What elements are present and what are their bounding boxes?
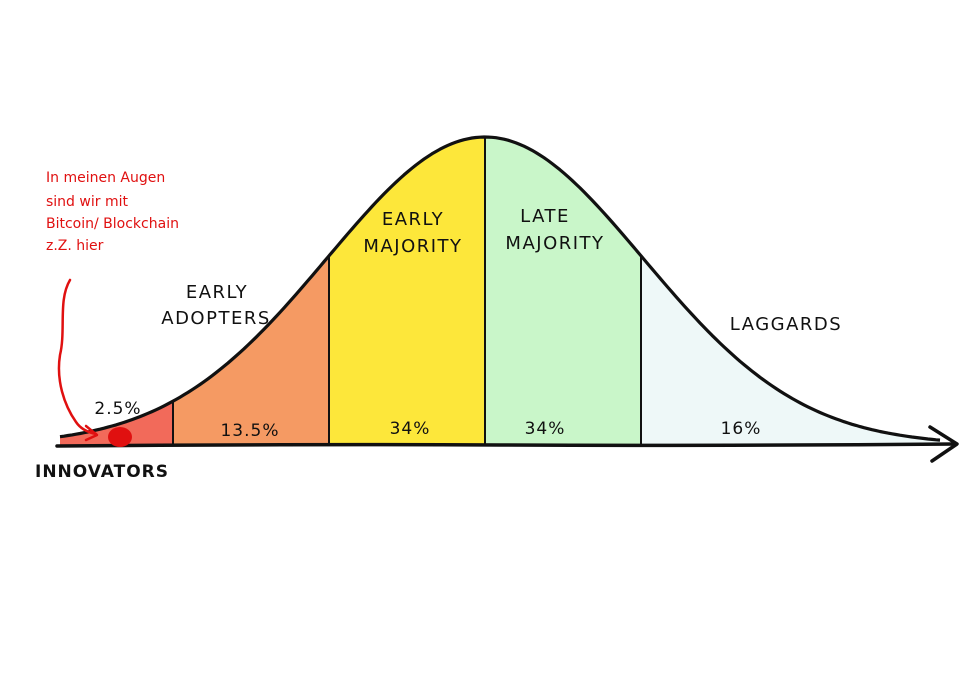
segment-label-innovators: INNOVATORS bbox=[35, 462, 169, 482]
segment-label-laggards: LAGGARDS bbox=[730, 314, 842, 335]
segment-label-early-adopters-line2: ADOPTERS bbox=[161, 308, 271, 329]
bell-curve bbox=[59, 135, 941, 442]
segment-label-early-adopters-line1: EARLY bbox=[186, 282, 248, 303]
segment-fill-laggards bbox=[641, 137, 940, 445]
segment-label-late-majority-line1: LATE bbox=[520, 206, 570, 227]
annotation-line-4: z.Z. hier bbox=[46, 238, 104, 254]
segment-label-late-majority-line2: MAJORITY bbox=[505, 233, 604, 254]
percent-label-late-majority: 34% bbox=[525, 419, 566, 439]
percent-label-innovators: 2.5% bbox=[94, 399, 141, 419]
axis-line bbox=[55, 442, 957, 448]
position-marker-dot bbox=[108, 427, 132, 447]
annotation-line-1: In meinen Augen bbox=[46, 170, 165, 186]
percent-label-early-adopters: 13.5% bbox=[220, 421, 279, 441]
annotation-line-2: sind wir mit bbox=[46, 194, 128, 210]
percent-label-laggards: 16% bbox=[721, 419, 762, 439]
segment-label-early-majority-line2: MAJORITY bbox=[363, 236, 462, 257]
percent-label-early-majority: 34% bbox=[390, 419, 431, 439]
segment-fill-early-adopters bbox=[173, 137, 329, 445]
annotation-arrowhead-icon bbox=[84, 424, 99, 442]
axis-arrow-icon bbox=[928, 425, 959, 463]
annotation-line-3: Bitcoin/ Blockchain bbox=[46, 216, 179, 232]
segment-label-early-majority-line1: EARLY bbox=[382, 209, 444, 230]
annotation-arrow bbox=[57, 278, 98, 436]
